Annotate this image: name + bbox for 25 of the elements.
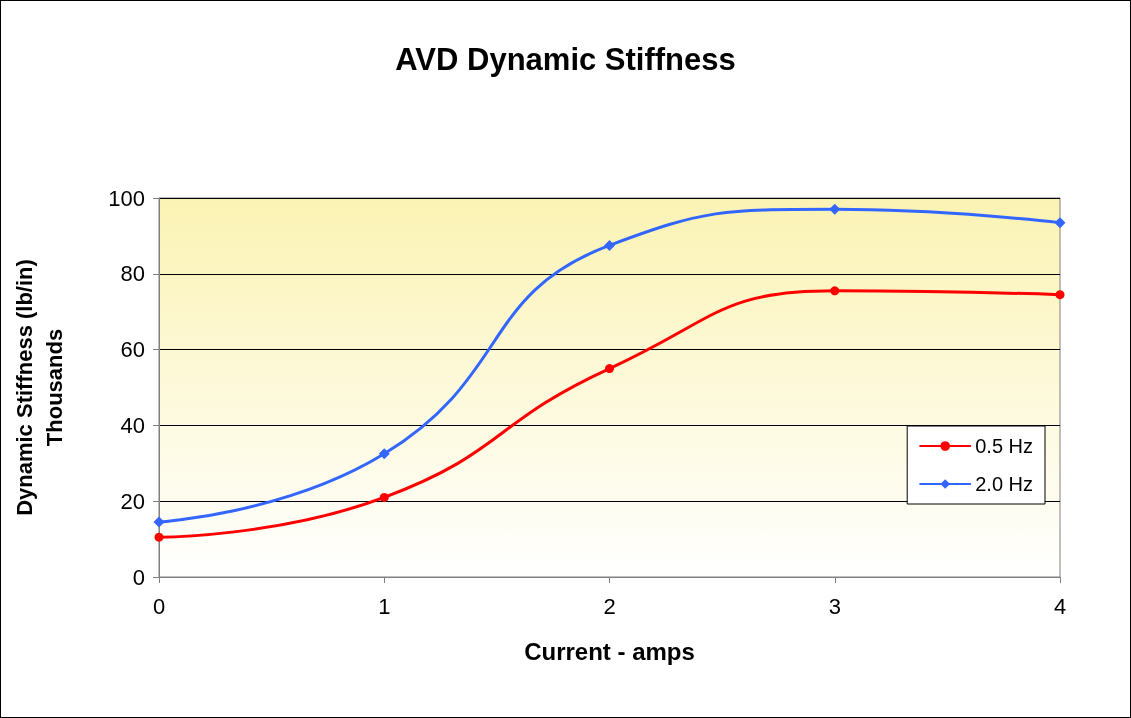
x-axis-title: Current - amps — [524, 637, 695, 665]
y-tick-label: 40 — [120, 412, 145, 438]
point — [830, 286, 840, 296]
y-tick-label: 100 — [108, 185, 145, 211]
chart-title: AVD Dynamic Stiffness — [395, 42, 736, 77]
point — [1055, 290, 1065, 300]
y-tick-label: 0 — [132, 564, 145, 590]
y-tick-label: 60 — [120, 337, 145, 363]
legend-label: 0.5 Hz — [975, 435, 1034, 457]
point — [1054, 217, 1066, 229]
point — [153, 516, 165, 528]
x-tick-label: 3 — [828, 593, 841, 619]
point — [154, 532, 164, 542]
x-tick-label: 0 — [152, 593, 166, 619]
y-tick-label: 80 — [120, 261, 145, 287]
point — [378, 448, 390, 460]
y-tick-label: 20 — [120, 488, 145, 514]
point — [604, 239, 615, 251]
x-tick-label: 4 — [1053, 593, 1067, 619]
x-tick-label: 1 — [378, 593, 391, 619]
point — [379, 492, 389, 502]
legend-label: 2.0 Hz — [975, 473, 1034, 495]
y-axis-title: Dynamic Stiffness (lb/in) Thousands — [11, 259, 67, 516]
x-tick-label: 2 — [603, 593, 616, 619]
point — [605, 364, 614, 374]
